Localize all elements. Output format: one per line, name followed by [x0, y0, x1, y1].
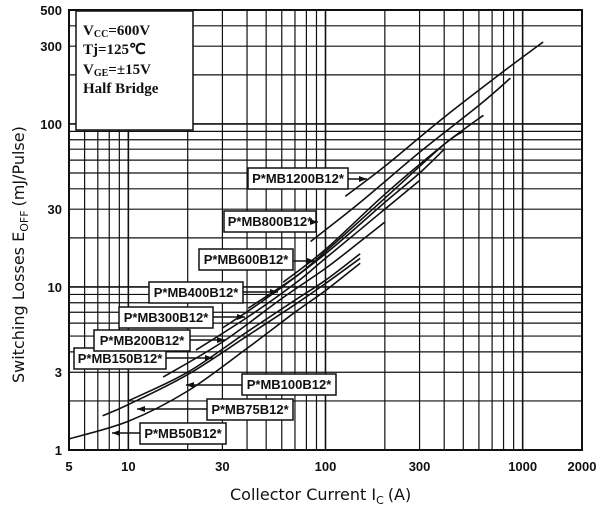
- condition-topology: Half Bridge: [83, 81, 159, 97]
- series-label: P*MB400B12*: [148, 281, 278, 304]
- series-label-box: [198, 248, 294, 271]
- series-label-text: P*MB300B12*: [124, 310, 209, 325]
- series-label-text: P*MB75B12*: [211, 402, 289, 417]
- condition-vge: VGE=±15V: [83, 62, 151, 79]
- arrow-head-icon: [186, 382, 194, 388]
- series-labels: P*MB50B12* P*MB75B12* P*MB100B12* P*MB150B1…: [73, 167, 367, 445]
- x-tick-label: 5: [65, 459, 72, 474]
- condition-tj: Tj=125℃: [83, 42, 146, 58]
- curves: [68, 41, 544, 440]
- series-line-pmb50b12: [68, 262, 361, 440]
- arrow-head-icon: [217, 337, 225, 343]
- y-tick-label: 500: [40, 3, 62, 18]
- arrow-head-icon: [112, 430, 120, 436]
- series-label: P*MB1200B12*: [247, 167, 367, 190]
- y-axis-label: Switching Losses EOFF(mJ/Pulse): [9, 126, 31, 383]
- y-tick-label: 100: [40, 117, 62, 132]
- series-label: P*MB600B12*: [198, 248, 315, 271]
- series-line-pmb150b12: [162, 221, 386, 378]
- series-line-pmb75b12: [102, 257, 361, 417]
- x-tick-label: 30: [215, 459, 229, 474]
- x-tick-label: 2000: [568, 459, 597, 474]
- x-tick-label: 1000: [508, 459, 537, 474]
- series-label-text: P*MB1200B12*: [252, 171, 345, 186]
- arrow-head-icon: [270, 289, 278, 295]
- arrow-head-icon: [310, 219, 318, 225]
- x-axis-label: Collector Current IC (A): [230, 485, 411, 507]
- series-label: P*MB50B12*: [112, 422, 227, 445]
- series-label: P*MB800B12*: [223, 210, 318, 233]
- y-tick-label: 30: [48, 202, 62, 217]
- arrow-head-icon: [307, 258, 315, 264]
- series-label-text: P*MB200B12*: [100, 333, 185, 348]
- x-tick-label: 100: [315, 459, 337, 474]
- series-label: P*MB100B12*: [186, 373, 337, 396]
- series-label-text: P*MB150B12*: [78, 351, 163, 366]
- series-label-text: P*MB800B12*: [228, 214, 313, 229]
- condition-vcc: VCC=600V: [83, 23, 150, 40]
- conditions-box: VCC=600V Tj=125℃ VGE=±15V Half Bridge: [75, 10, 194, 131]
- series-label: P*MB150B12*: [73, 347, 213, 370]
- series-line-pmb600b12: [282, 114, 484, 283]
- tick-labels: 5 10 30 100 300 1000 2000 1 3 10 30 100 300 500: [40, 3, 596, 474]
- series-line-pmb100b12: [127, 253, 361, 402]
- y-tick-label: 300: [40, 39, 62, 54]
- arrow-head-icon: [205, 355, 213, 361]
- plot-frame: [68, 9, 583, 451]
- series-line-pmb800b12: [310, 77, 511, 243]
- arrow-head-icon: [359, 176, 367, 182]
- series-label-text: P*MB50B12*: [144, 426, 222, 441]
- y-tick-label: 3: [55, 365, 62, 380]
- series-line-pmb200b12: [195, 179, 421, 351]
- series-label-text: P*MB400B12*: [154, 285, 239, 300]
- x-tick-label: 10: [121, 459, 135, 474]
- y-tick-label: 1: [55, 443, 62, 458]
- arrow-head-icon: [237, 314, 245, 320]
- arrow-head-icon: [137, 406, 145, 412]
- series-line-pmb300b12: [221, 148, 445, 329]
- series-label-text: P*MB100B12*: [247, 377, 332, 392]
- y-tick-label: 10: [48, 280, 62, 295]
- series-line-pmb1200b12: [344, 41, 544, 197]
- series-label-text: P*MB600B12*: [204, 252, 289, 267]
- x-tick-label: 300: [409, 459, 431, 474]
- series-label: P*MB75B12*: [137, 398, 294, 421]
- series-label: P*MB300B12*: [118, 306, 245, 329]
- series-label: P*MB200B12*: [93, 329, 225, 352]
